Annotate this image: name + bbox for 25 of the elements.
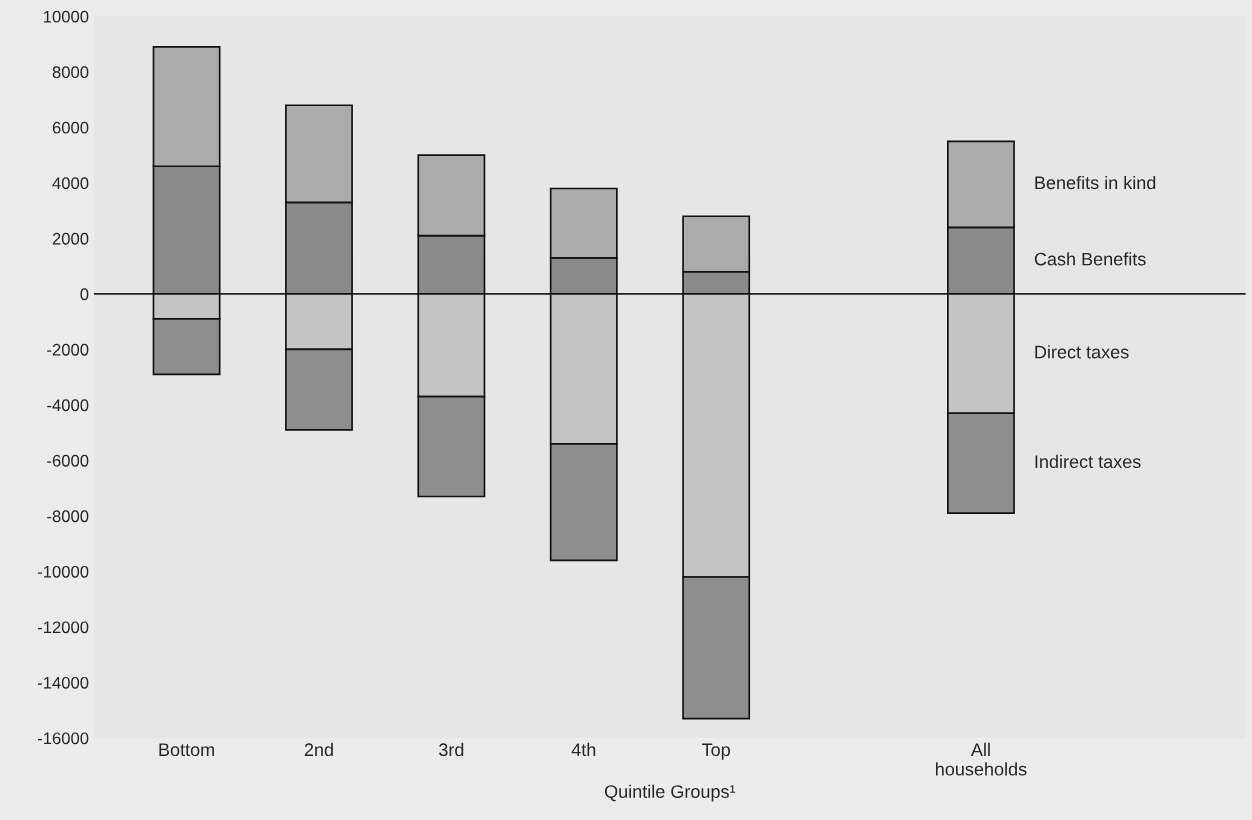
y-tick-label: 8000: [52, 66, 89, 79]
y-tick-label: -16000: [37, 732, 89, 745]
x-tick-label: 2nd: [304, 742, 333, 757]
x-tick-label: 4th: [571, 742, 596, 757]
y-tick-label: -2000: [47, 343, 89, 356]
y-tick-label: 6000: [52, 121, 89, 134]
y-tick-label: -6000: [47, 454, 89, 467]
y-tick-label: -12000: [37, 621, 89, 634]
series-label: Indirect taxes: [1035, 454, 1141, 469]
y-tick-label: 0: [80, 288, 89, 301]
x-tick-label: 3rd: [439, 742, 464, 757]
series-label: Benefits in kind: [1035, 175, 1156, 190]
x-tick-label: All households: [936, 742, 1027, 776]
x-tick-label: Bottom: [159, 743, 214, 757]
series-label: Cash Benefits: [1034, 252, 1146, 266]
y-tick-label: 2000: [52, 232, 89, 245]
y-tick-label: -4000: [47, 399, 89, 412]
x-axis-title: Quintile Groups¹: [604, 784, 736, 802]
y-tick-label: -8000: [47, 510, 89, 523]
x-tick-label: Top: [702, 743, 730, 760]
y-tick-label: 10000: [43, 10, 89, 23]
y-tick-label: 4000: [52, 177, 89, 190]
series-label: Direct taxes: [1035, 345, 1129, 359]
y-tick-label: -14000: [37, 676, 89, 689]
y-tick-label: -10000: [37, 565, 89, 578]
